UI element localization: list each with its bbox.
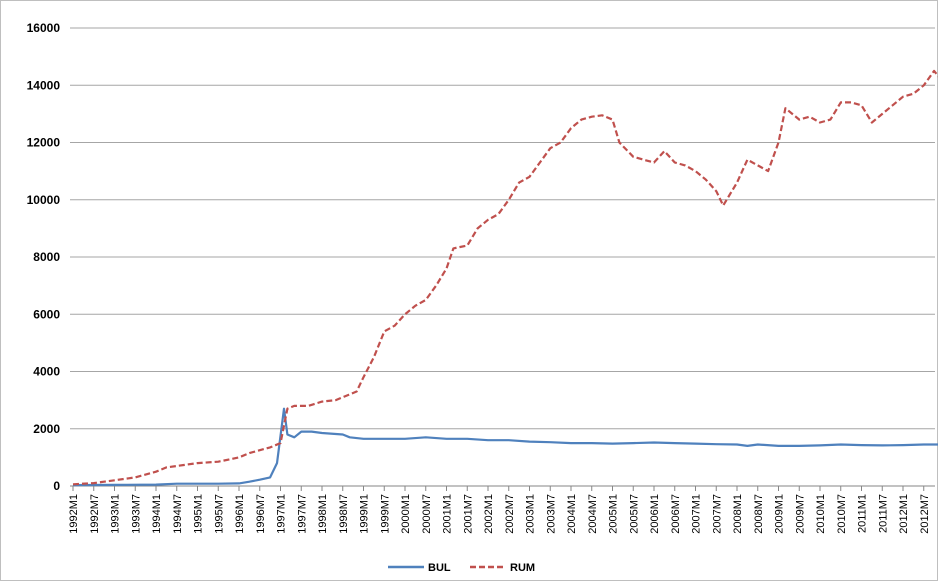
x-tick-label: 2008M1 xyxy=(732,494,744,534)
x-tick-label: 1994M1 xyxy=(151,494,163,534)
x-tick-label: 1992M7 xyxy=(89,494,101,534)
x-tick-label: 1998M7 xyxy=(338,494,350,534)
x-tick-label: 2009M1 xyxy=(774,494,786,534)
y-tick-label: 4000 xyxy=(33,365,60,379)
x-tick-label: 1992M1 xyxy=(68,494,80,534)
x-tick-label: 2011M1 xyxy=(857,494,869,533)
y-tick-label: 14000 xyxy=(27,78,61,92)
series-line-bul xyxy=(72,407,938,487)
x-tick-label: 1998M1 xyxy=(317,494,329,534)
x-tick-label: 2006M1 xyxy=(649,494,661,534)
x-tick-label: 1994M7 xyxy=(172,494,184,534)
y-tick-label: 2000 xyxy=(33,422,60,436)
legend-label-bul: BUL xyxy=(428,562,451,574)
x-tick-label: 2002M1 xyxy=(483,494,495,534)
x-tick-label: 2005M1 xyxy=(608,494,620,534)
x-tick-label: 1997M1 xyxy=(276,494,288,534)
x-tick-label: 2004M1 xyxy=(566,494,578,534)
legend: BUL RUM xyxy=(388,562,535,574)
x-tick-label: 1999M7 xyxy=(379,494,391,534)
x-tick-label: 2010M7 xyxy=(836,494,848,534)
x-tick-label: 1995M1 xyxy=(193,494,205,534)
x-tick-label: 1997M7 xyxy=(296,494,308,534)
y-tick-label: 8000 xyxy=(33,250,60,264)
x-tick-label: 1996M7 xyxy=(255,494,267,534)
x-tick-label: 2012M7 xyxy=(919,494,931,534)
grid-lines xyxy=(70,27,935,430)
x-tick-label: 2007M7 xyxy=(711,494,723,534)
x-axis: 1992M1 1992M7 1993M1 1993M7 1994M1 1994M7 1995… xyxy=(68,485,935,534)
x-tick-label: 1993M7 xyxy=(130,494,142,534)
y-tick-label: 10000 xyxy=(27,193,61,207)
x-tick-label: 2007M1 xyxy=(691,494,703,534)
y-tick-label: 0 xyxy=(53,479,60,493)
x-tick-label: 2011M7 xyxy=(877,494,889,533)
series-line-rum xyxy=(72,69,938,486)
x-tick-label: 2000M1 xyxy=(400,494,412,534)
x-tick-label: 2009M7 xyxy=(794,494,806,534)
legend-label-rum: RUM xyxy=(510,562,535,574)
x-tick-label: 1993M1 xyxy=(110,494,122,534)
x-tick-label: 2003M7 xyxy=(545,494,557,534)
x-tick-label: 2004M7 xyxy=(587,494,599,534)
y-tick-label: 12000 xyxy=(27,136,61,150)
x-tick-label: 2012M1 xyxy=(898,494,910,534)
x-tick-label: 2003M1 xyxy=(525,494,537,534)
x-tick-label: 2000M7 xyxy=(421,494,433,534)
x-tick-label: 2001M7 xyxy=(462,494,474,534)
x-tick-label: 1996M1 xyxy=(234,494,246,534)
x-tick-label: 2006M7 xyxy=(670,494,682,534)
x-tick-label: 2005M7 xyxy=(628,494,640,534)
x-tick-label: 1995M7 xyxy=(213,494,225,534)
y-tick-label: 16000 xyxy=(27,21,61,35)
x-tick-label: 2008M7 xyxy=(753,494,765,534)
x-tick-label: 2001M1 xyxy=(442,494,454,534)
y-axis: 0 2000 4000 6000 8000 10000 12000 14000 16000 xyxy=(27,21,61,493)
y-tick-label: 6000 xyxy=(33,307,60,321)
x-tick-label: 2002M7 xyxy=(504,494,516,534)
series-lines xyxy=(72,69,938,487)
x-tick-label: 1999M1 xyxy=(359,494,371,534)
x-tick-label: 2010M1 xyxy=(815,494,827,534)
